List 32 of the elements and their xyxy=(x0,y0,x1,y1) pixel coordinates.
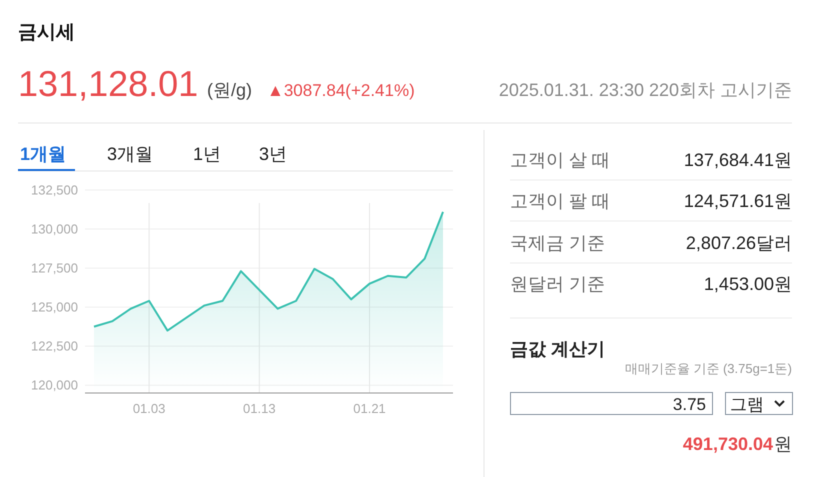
text: 매매기준율 기준 (3.75g=1돈) xyxy=(624,361,792,376)
text: 고객이 팔 때 xyxy=(510,191,610,211)
y-tick-label: 125,000 xyxy=(31,300,78,315)
text: 2,807.26달러 xyxy=(686,233,792,253)
y-tick-label: 130,000 xyxy=(31,222,78,237)
text: 3.75 xyxy=(672,395,706,414)
text: 3년 xyxy=(259,144,288,164)
text: 고객이 살 때 xyxy=(510,150,610,170)
x-tick-label: 01.03 xyxy=(132,401,166,416)
chart-title: 금시세 xyxy=(18,22,75,43)
text: 원 xyxy=(774,434,792,454)
text: 국제금 기준 xyxy=(510,233,606,253)
y-tick-label: 132,500 xyxy=(31,182,78,198)
x-tick-label: 01.13 xyxy=(243,401,276,416)
text: 금값 계산기 xyxy=(510,339,606,359)
text: 1개월 xyxy=(20,144,66,164)
text: 원달러 기준 xyxy=(510,274,606,294)
x-tick-label: 01.21 xyxy=(353,401,386,416)
text: 1년 xyxy=(193,144,222,164)
text: ▲3087.84(+2.41%) xyxy=(267,81,415,100)
text: 131,128.01 xyxy=(18,63,198,104)
text: 3개월 xyxy=(107,144,154,164)
text: (원/g) xyxy=(207,80,252,100)
text: 그램 xyxy=(730,395,764,414)
text: 491,730.04 xyxy=(682,434,773,454)
text: 1,453.00원 xyxy=(704,274,792,294)
y-tick-label: 127,500 xyxy=(31,260,78,276)
y-tick-label: 120,000 xyxy=(31,378,78,393)
y-tick-label: 122,500 xyxy=(31,338,78,354)
text: 137,684.41원 xyxy=(684,150,792,170)
text: 2025.01.31. 23:30 220회차 고시기준 xyxy=(498,80,792,100)
text: 124,571.61원 xyxy=(684,191,792,211)
